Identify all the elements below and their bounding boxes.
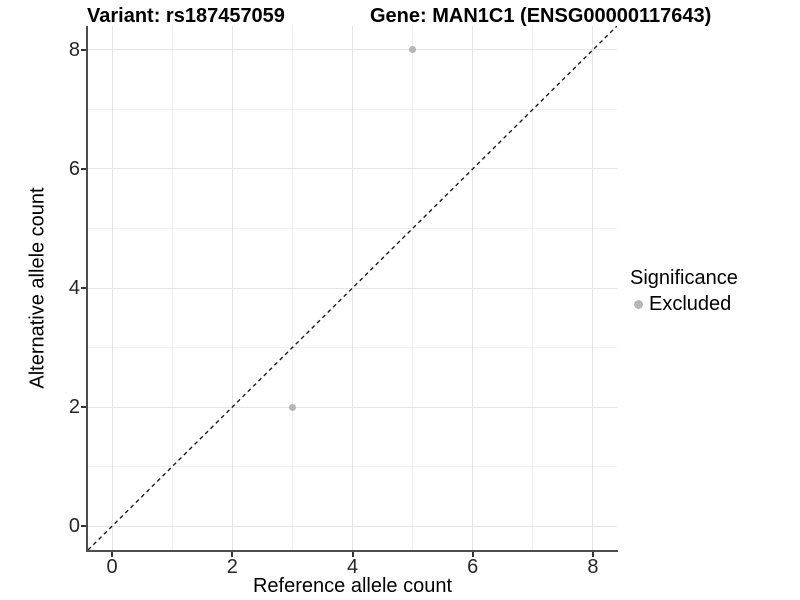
legend-item-label: Excluded	[649, 293, 732, 315]
x-tick-mark	[471, 552, 474, 557]
y-tick-mark	[81, 167, 86, 170]
x-tick-mark	[111, 552, 114, 557]
y-tick-mark	[81, 406, 86, 409]
y-tick-mark	[81, 287, 86, 289]
legend-title: Significance	[630, 267, 738, 289]
identity-line	[88, 26, 617, 550]
x-tick-label: 2	[226, 556, 238, 578]
x-axis-title: Reference allele count	[252, 575, 452, 597]
y-tick-label: 2	[68, 396, 80, 419]
x-tick-label: 8	[587, 556, 599, 578]
x-axis-line	[86, 550, 618, 552]
gridline-major-y	[88, 49, 617, 51]
plot-panel	[88, 26, 617, 550]
y-tick-label: 8	[68, 38, 80, 61]
y-tick-mark	[81, 48, 86, 51]
x-tick-label: 6	[467, 556, 479, 578]
plot-title-variant: Variant: rs187457059	[87, 5, 285, 27]
plot-title-gene: Gene: MAN1C1 (ENSG00000117643)	[370, 5, 712, 27]
y-tick-mark	[81, 525, 86, 528]
legend-item-excluded: Excluded	[630, 292, 798, 316]
x-tick-mark	[591, 552, 594, 557]
x-tick-label: 0	[106, 556, 118, 578]
legend: Significance Excluded	[630, 266, 798, 316]
x-tick-mark	[351, 552, 354, 557]
data-point	[409, 46, 417, 54]
y-tick-label: 6	[68, 157, 80, 180]
gridline-major-y	[88, 287, 617, 289]
gridline-major-y	[88, 525, 617, 527]
gridline-major-y	[88, 168, 617, 170]
data-point	[288, 403, 296, 411]
x-tick-mark	[231, 552, 234, 557]
identity-line-layer	[88, 26, 617, 550]
x-tick-label: 4	[346, 556, 359, 578]
gridline-major-y	[88, 406, 617, 408]
y-tick-label: 4	[68, 277, 80, 299]
y-tick-label: 0	[68, 515, 80, 538]
legend-key-dot-icon	[634, 299, 643, 309]
y-axis-line	[86, 26, 88, 552]
